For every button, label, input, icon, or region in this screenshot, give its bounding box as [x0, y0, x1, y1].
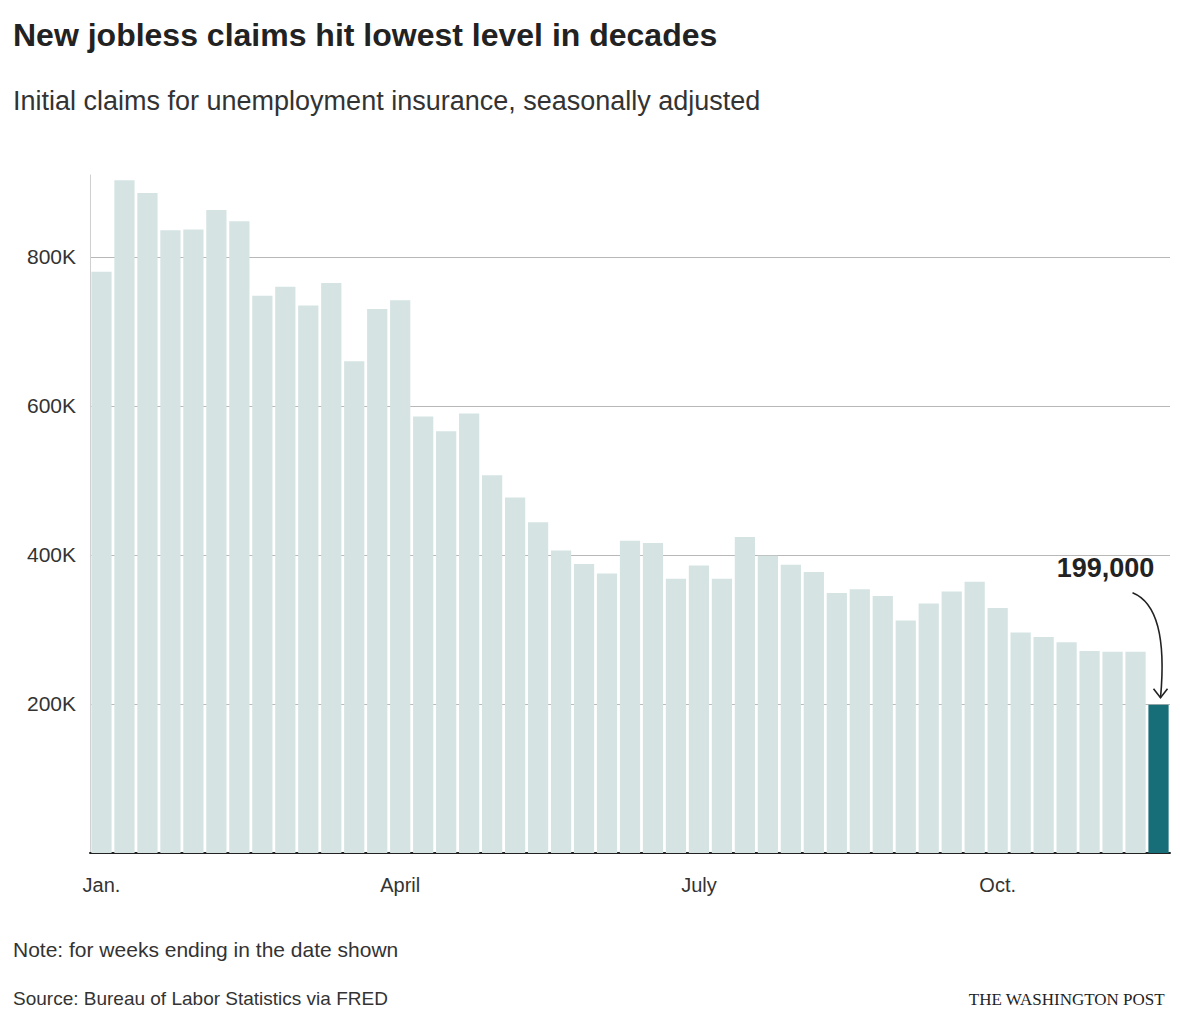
svg-text:600K: 600K	[27, 394, 76, 417]
svg-text:Jan.: Jan.	[83, 874, 121, 896]
svg-text:THE WASHINGTON POST: THE WASHINGTON POST	[969, 990, 1165, 1009]
svg-text:800K: 800K	[27, 245, 76, 268]
svg-text:Note: for weeks ending in the: Note: for weeks ending in the date shown	[13, 938, 398, 961]
svg-text:July: July	[681, 874, 717, 896]
svg-text:199,000: 199,000	[1057, 553, 1155, 583]
svg-text:Source: Bureau of Labor Statis: Source: Bureau of Labor Statistics via F…	[13, 988, 388, 1009]
svg-text:April: April	[380, 874, 420, 896]
svg-text:New jobless claims hit lowest: New jobless claims hit lowest level in d…	[13, 17, 717, 53]
svg-text:400K: 400K	[27, 543, 76, 566]
svg-text:200K: 200K	[27, 692, 76, 715]
svg-text:Oct.: Oct.	[979, 874, 1016, 896]
svg-text:Initial claims for unemploymen: Initial claims for unemployment insuranc…	[13, 86, 760, 116]
